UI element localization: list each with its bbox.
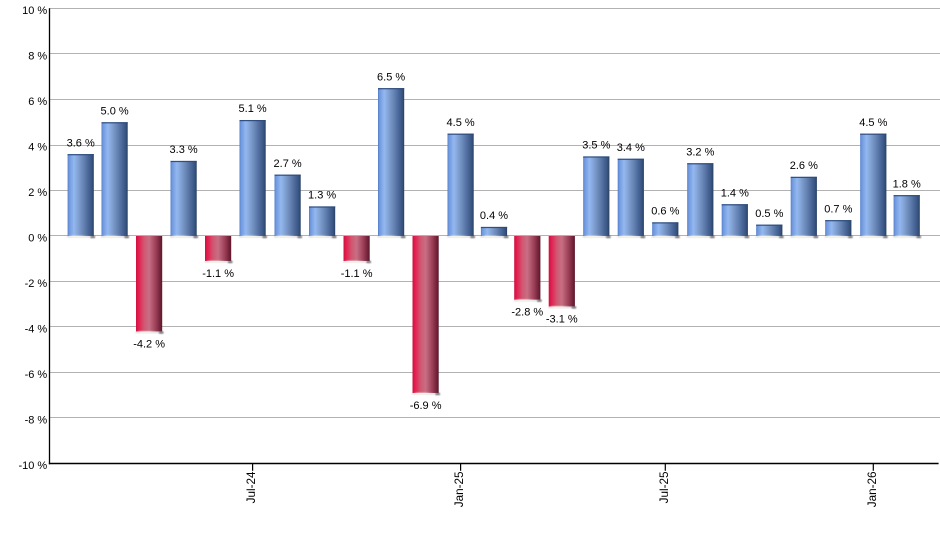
svg-text:5.0 %: 5.0 % (101, 106, 129, 118)
svg-text:-6 %: -6 % (25, 369, 48, 381)
svg-text:0.7 %: 0.7 % (824, 203, 852, 215)
svg-text:-1.1 %: -1.1 % (341, 268, 373, 280)
svg-text:2 %: 2 % (28, 187, 47, 199)
svg-text:1.8 %: 1.8 % (893, 178, 921, 190)
svg-text:-10 %: -10 % (18, 460, 47, 472)
svg-text:-4.2 %: -4.2 % (133, 338, 165, 350)
svg-text:-2 %: -2 % (25, 278, 48, 290)
svg-text:-4 %: -4 % (25, 323, 48, 335)
svg-text:-8 %: -8 % (25, 414, 48, 426)
svg-text:0.6 %: 0.6 % (651, 206, 679, 218)
svg-text:4.5 %: 4.5 % (859, 117, 887, 129)
svg-text:3.2 %: 3.2 % (686, 146, 714, 158)
svg-text:-3.1 %: -3.1 % (546, 313, 578, 325)
svg-text:8 %: 8 % (28, 50, 47, 62)
svg-text:2.7 %: 2.7 % (274, 158, 302, 170)
svg-text:0.5 %: 0.5 % (755, 208, 783, 220)
svg-text:3.6 %: 3.6 % (67, 137, 95, 149)
svg-text:Jan-26: Jan-26 (866, 472, 879, 508)
svg-text:6 %: 6 % (28, 96, 47, 108)
svg-text:-1.1 %: -1.1 % (202, 268, 234, 280)
svg-text:0 %: 0 % (28, 232, 47, 244)
svg-text:4.5 %: 4.5 % (447, 117, 475, 129)
svg-text:-2.8 %: -2.8 % (511, 307, 543, 319)
svg-text:Jan-25: Jan-25 (453, 471, 466, 507)
svg-text:3.5 %: 3.5 % (582, 140, 610, 152)
svg-text:2.6 %: 2.6 % (790, 160, 818, 172)
svg-text:Jul-25: Jul-25 (658, 471, 671, 503)
svg-text:3.3 %: 3.3 % (170, 144, 198, 156)
svg-text:5.1 %: 5.1 % (239, 103, 267, 115)
svg-text:1.3 %: 1.3 % (308, 190, 336, 202)
svg-text:3.4 %: 3.4 % (617, 142, 645, 154)
svg-text:6.5 %: 6.5 % (377, 71, 405, 83)
svg-text:-6.9 %: -6.9 % (410, 400, 442, 412)
svg-text:Jul-24: Jul-24 (245, 471, 258, 503)
svg-text:4 %: 4 % (28, 141, 47, 153)
svg-text:0.4 %: 0.4 % (480, 210, 508, 222)
svg-text:10 %: 10 % (22, 5, 47, 17)
svg-text:1.4 %: 1.4 % (721, 187, 749, 199)
